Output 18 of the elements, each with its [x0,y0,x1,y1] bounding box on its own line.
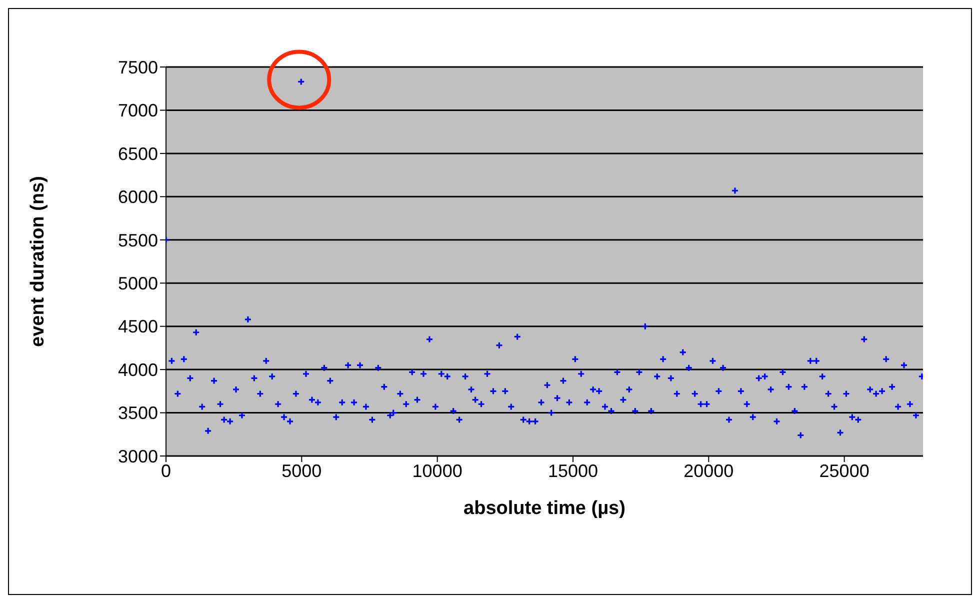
y-tick-label: 3000 [118,446,158,466]
y-tick-label: 7000 [118,100,158,121]
x-tick-label: 20000 [684,460,734,481]
y-tick-label: 5000 [118,274,158,294]
x-axis-title: absolute time (µs) [464,498,626,519]
x-tick-label: 10000 [412,460,462,481]
y-tick-label: 7500 [118,57,158,78]
y-tick-label: 4000 [118,360,158,380]
x-tick-label: 0 [160,460,172,481]
y-tick-label: 6500 [118,144,158,164]
y-tick-label: 6000 [118,187,158,208]
x-tick-label: 5000 [282,460,322,481]
y-tick-label: 4500 [118,316,158,337]
x-tick-label: 15000 [548,460,598,481]
y-axis-title: event duration (ns) [28,176,49,348]
x-tick-label: 25000 [819,460,870,481]
y-tick-label: 5500 [118,230,158,250]
y-tick-label: 3500 [118,403,158,424]
